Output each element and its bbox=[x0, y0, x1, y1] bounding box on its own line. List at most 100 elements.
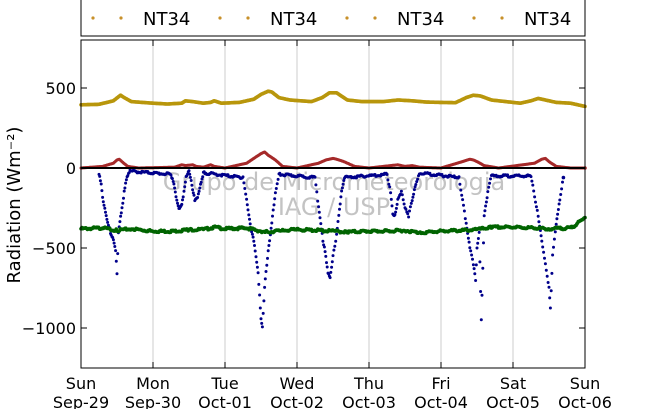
data-point bbox=[548, 296, 552, 300]
data-point bbox=[124, 178, 128, 182]
data-point bbox=[557, 202, 561, 206]
data-point bbox=[481, 266, 485, 270]
legend-marker bbox=[373, 16, 377, 20]
data-point bbox=[201, 175, 205, 179]
data-point bbox=[321, 239, 325, 243]
data-point bbox=[256, 271, 260, 275]
data-point bbox=[171, 180, 175, 183]
data-point bbox=[560, 187, 564, 191]
data-point bbox=[408, 205, 412, 209]
legend-marker bbox=[119, 16, 123, 20]
data-point bbox=[267, 244, 271, 247]
data-point bbox=[394, 210, 398, 214]
data-point bbox=[180, 202, 184, 206]
data-point bbox=[385, 173, 389, 176]
data-point bbox=[269, 226, 273, 230]
x-tick-label-date: Oct-05 bbox=[486, 393, 540, 409]
data-point bbox=[529, 175, 533, 179]
legend-label: NT34 bbox=[270, 9, 317, 30]
data-point bbox=[484, 200, 488, 204]
data-point bbox=[461, 198, 465, 202]
data-point bbox=[263, 277, 267, 281]
data-point bbox=[266, 249, 270, 253]
data-point bbox=[196, 192, 200, 196]
data-point bbox=[173, 190, 177, 194]
data-point bbox=[400, 193, 404, 197]
x-tick-label-day: Wed bbox=[280, 374, 315, 393]
data-point bbox=[188, 175, 192, 179]
data-point bbox=[544, 268, 548, 272]
data-point bbox=[473, 272, 477, 276]
data-point bbox=[264, 270, 268, 273]
plot-frame bbox=[80, 39, 586, 369]
data-point bbox=[386, 178, 390, 182]
data-point bbox=[276, 177, 280, 181]
data-point bbox=[181, 195, 185, 199]
legend-label: NT34 bbox=[397, 9, 444, 30]
data-point bbox=[248, 217, 251, 221]
x-tick-label-date: Oct-01 bbox=[198, 393, 252, 409]
data-point bbox=[485, 196, 489, 200]
data-point bbox=[551, 253, 555, 257]
data-point bbox=[196, 196, 200, 199]
x-tick-label-date: Oct-03 bbox=[342, 393, 396, 409]
data-point bbox=[191, 188, 195, 192]
data-point bbox=[244, 192, 248, 196]
data-point bbox=[268, 239, 272, 243]
data-point bbox=[545, 274, 549, 278]
data-point bbox=[325, 261, 328, 265]
data-point bbox=[547, 285, 551, 289]
data-point bbox=[402, 202, 406, 206]
data-point bbox=[255, 260, 259, 264]
data-point bbox=[189, 179, 193, 182]
data-point bbox=[106, 220, 110, 224]
data-point bbox=[477, 230, 481, 234]
data-point bbox=[98, 179, 102, 183]
data-point bbox=[537, 220, 541, 224]
x-tick-label-day: Mon bbox=[136, 374, 170, 393]
data-point bbox=[315, 190, 319, 194]
data-point bbox=[325, 265, 329, 269]
data-point bbox=[111, 236, 115, 239]
legend-marker bbox=[246, 16, 250, 20]
data-point bbox=[540, 239, 544, 243]
data-point bbox=[472, 267, 476, 271]
data-point bbox=[273, 197, 277, 201]
data-point bbox=[188, 172, 192, 176]
x-tick-label-day: Sun bbox=[570, 374, 600, 393]
data-point bbox=[407, 215, 411, 219]
x-tick-label-date: Sep-29 bbox=[53, 393, 109, 409]
data-point bbox=[474, 263, 478, 267]
data-point bbox=[100, 189, 104, 193]
data-point bbox=[531, 183, 535, 187]
legend-marker bbox=[218, 16, 222, 20]
data-point bbox=[258, 293, 262, 297]
data-point bbox=[335, 232, 339, 236]
data-point bbox=[553, 230, 557, 234]
data-point bbox=[265, 263, 269, 267]
data-point bbox=[549, 289, 553, 293]
data-point bbox=[123, 186, 127, 190]
legend-marker bbox=[91, 16, 95, 20]
data-point bbox=[561, 180, 564, 184]
data-point bbox=[552, 237, 556, 241]
legend-label: NT34 bbox=[143, 9, 190, 30]
data-point bbox=[316, 199, 320, 203]
data-point bbox=[122, 189, 126, 193]
data-point bbox=[470, 253, 474, 257]
data-point bbox=[242, 181, 246, 185]
data-point bbox=[462, 203, 465, 207]
data-point bbox=[272, 203, 276, 207]
data-point bbox=[340, 189, 344, 193]
data-point bbox=[482, 214, 486, 218]
data-point bbox=[314, 183, 318, 187]
data-point bbox=[399, 189, 403, 193]
data-point bbox=[122, 196, 125, 200]
data-point bbox=[260, 325, 264, 329]
data-point bbox=[111, 238, 115, 242]
data-point bbox=[323, 250, 327, 254]
x-tick-label-day: Sun bbox=[66, 374, 96, 393]
data-point bbox=[542, 250, 546, 254]
data-point bbox=[338, 202, 342, 206]
data-point bbox=[484, 204, 488, 208]
